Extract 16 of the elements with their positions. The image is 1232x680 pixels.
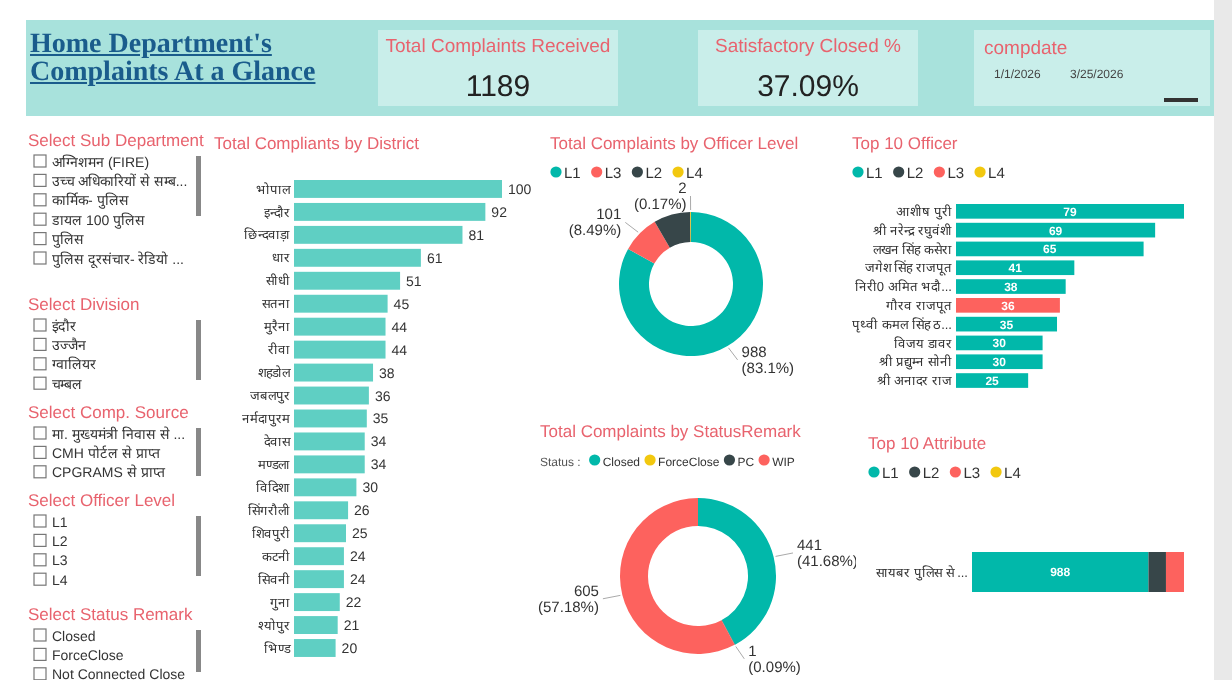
text: Select Comp. Source [28,402,190,422]
text: Total Complaints Received [385,36,611,58]
text: 37.09% [757,70,859,104]
text: Satisfactory Closed % [715,36,903,58]
text: 1189 [465,70,531,104]
chart-title: Top 10 Officer [852,133,958,153]
text: Home Department's Complaints At a Glance [30,30,318,88]
chart-title: Total Complaints by Officer Level [550,133,799,153]
text: Select Sub Department [28,130,206,150]
text: Select Status Remark [28,604,194,624]
text: Select Division [28,294,141,314]
text: Select Officer Level [28,490,176,510]
chart-title: Total Complaints by StatusRemark [540,421,803,441]
chart-title: Total Compliants by District [214,133,421,153]
chart-title: Top 10 Attribute [868,433,987,453]
text: compdate [984,38,1068,60]
